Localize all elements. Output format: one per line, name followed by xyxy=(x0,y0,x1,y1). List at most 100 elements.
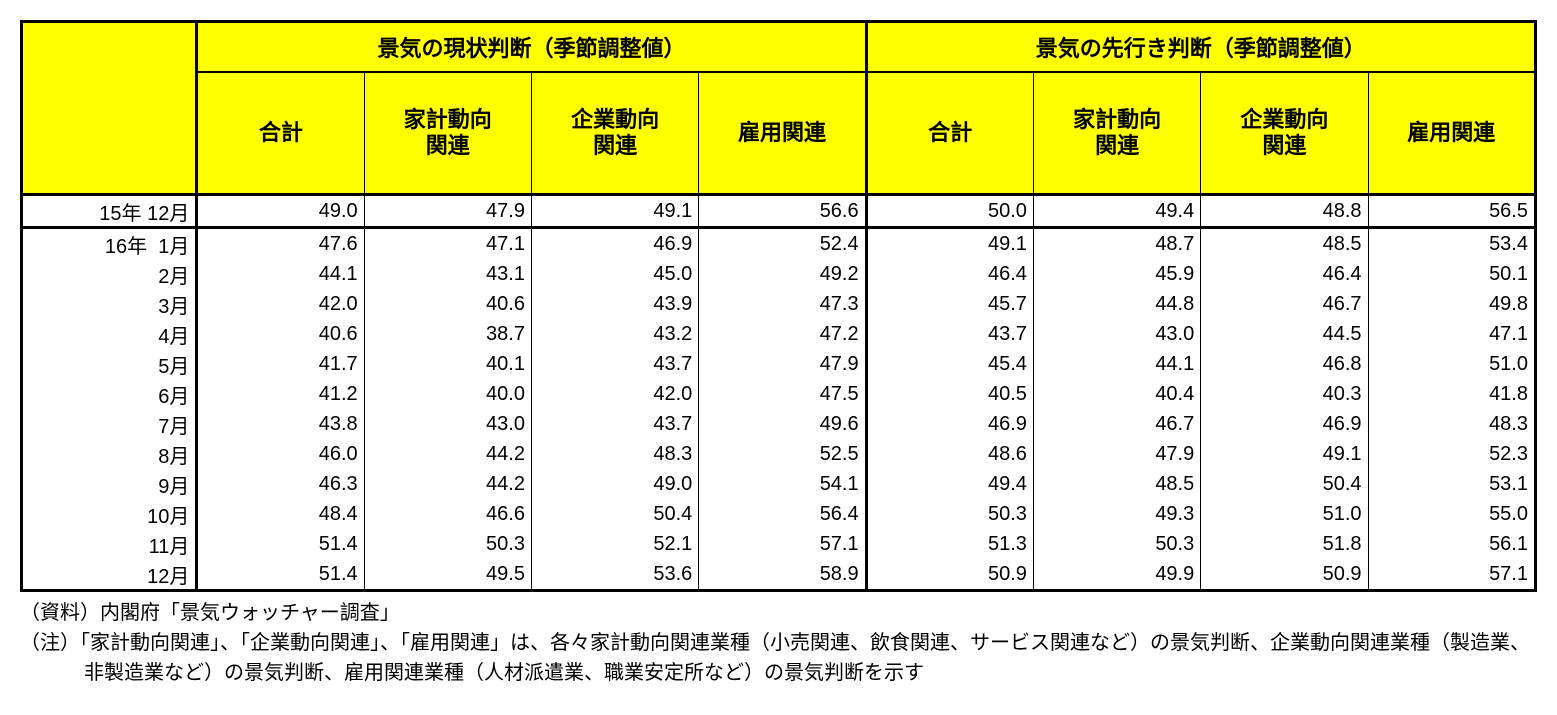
data-cell: 51.8 xyxy=(1201,529,1368,559)
period-cell: 10月 xyxy=(22,499,197,529)
data-cell: 44.2 xyxy=(364,469,531,499)
data-cell: 45.7 xyxy=(866,289,1033,319)
header-group-current: 景気の現状判断（季節調整値） xyxy=(197,22,866,73)
data-cell: 40.5 xyxy=(866,379,1033,409)
table-row: 7月43.843.043.749.646.946.746.948.3 xyxy=(22,409,1536,439)
data-cell: 41.7 xyxy=(197,349,364,379)
table-row: 8月46.044.248.352.548.647.949.152.3 xyxy=(22,439,1536,469)
data-cell: 44.1 xyxy=(197,259,364,289)
header-current-total: 合計 xyxy=(197,72,364,195)
data-cell: 44.5 xyxy=(1201,319,1368,349)
data-cell: 51.4 xyxy=(197,529,364,559)
data-cell: 52.5 xyxy=(699,439,866,469)
data-cell: 50.3 xyxy=(364,529,531,559)
period-cell: 7月 xyxy=(22,409,197,439)
data-cell: 48.4 xyxy=(197,499,364,529)
data-cell: 43.0 xyxy=(1033,319,1200,349)
data-cell: 48.7 xyxy=(1033,228,1200,260)
period-cell: 11月 xyxy=(22,529,197,559)
data-cell: 48.5 xyxy=(1033,469,1200,499)
data-cell: 40.4 xyxy=(1033,379,1200,409)
data-cell: 41.8 xyxy=(1368,379,1535,409)
data-cell: 47.3 xyxy=(699,289,866,319)
data-cell: 51.4 xyxy=(197,559,364,591)
table-row: 16年 1月47.647.146.952.449.148.748.553.4 xyxy=(22,228,1536,260)
data-cell: 56.1 xyxy=(1368,529,1535,559)
data-cell: 46.0 xyxy=(197,439,364,469)
data-cell: 47.1 xyxy=(364,228,531,260)
data-cell: 49.9 xyxy=(1033,559,1200,591)
data-cell: 47.9 xyxy=(699,349,866,379)
data-cell: 47.6 xyxy=(197,228,364,260)
data-cell: 50.3 xyxy=(1033,529,1200,559)
data-cell: 45.0 xyxy=(531,259,698,289)
period-cell: 2月 xyxy=(22,259,197,289)
data-cell: 49.3 xyxy=(1033,499,1200,529)
period-cell: 6月 xyxy=(22,379,197,409)
data-cell: 53.6 xyxy=(531,559,698,591)
header-current-corporate: 企業動向関連 xyxy=(531,72,698,195)
data-cell: 49.6 xyxy=(699,409,866,439)
data-cell: 46.3 xyxy=(197,469,364,499)
footnote-note: （注）「家計動向関連」、「企業動向関連」、「雇用関連」は、各々家計動向関連業種（… xyxy=(20,628,1537,688)
data-cell: 41.2 xyxy=(197,379,364,409)
table-row: 6月41.240.042.047.540.540.440.341.8 xyxy=(22,379,1536,409)
data-cell: 40.6 xyxy=(197,319,364,349)
data-cell: 54.1 xyxy=(699,469,866,499)
data-cell: 43.7 xyxy=(531,409,698,439)
data-cell: 40.0 xyxy=(364,379,531,409)
header-outlook-household: 家計動向関連 xyxy=(1033,72,1200,195)
header-outlook-corporate: 企業動向関連 xyxy=(1201,72,1368,195)
data-cell: 51.0 xyxy=(1201,499,1368,529)
data-cell: 43.0 xyxy=(364,409,531,439)
data-cell: 58.9 xyxy=(699,559,866,591)
economy-watchers-table: 景気の現状判断（季節調整値） 景気の先行き判断（季節調整値） 合計 家計動向関連… xyxy=(20,20,1537,592)
period-cell: 4月 xyxy=(22,319,197,349)
data-cell: 47.5 xyxy=(699,379,866,409)
data-cell: 50.9 xyxy=(866,559,1033,591)
data-cell: 50.9 xyxy=(1201,559,1368,591)
data-cell: 50.3 xyxy=(866,499,1033,529)
header-outlook-employment: 雇用関連 xyxy=(1368,72,1535,195)
data-cell: 49.5 xyxy=(364,559,531,591)
data-cell: 49.4 xyxy=(866,469,1033,499)
period-cell: 8月 xyxy=(22,439,197,469)
data-cell: 46.7 xyxy=(1033,409,1200,439)
data-cell: 40.3 xyxy=(1201,379,1368,409)
data-cell: 48.6 xyxy=(866,439,1033,469)
table-row: 9月46.344.249.054.149.448.550.453.1 xyxy=(22,469,1536,499)
data-cell: 56.6 xyxy=(699,195,866,228)
data-cell: 48.8 xyxy=(1201,195,1368,228)
data-cell: 57.1 xyxy=(699,529,866,559)
period-cell: 5月 xyxy=(22,349,197,379)
data-cell: 44.8 xyxy=(1033,289,1200,319)
data-cell: 43.8 xyxy=(197,409,364,439)
data-cell: 49.1 xyxy=(1201,439,1368,469)
data-cell: 51.0 xyxy=(1368,349,1535,379)
header-outlook-total: 合計 xyxy=(866,72,1033,195)
data-cell: 52.3 xyxy=(1368,439,1535,469)
data-cell: 52.4 xyxy=(699,228,866,260)
data-cell: 50.4 xyxy=(1201,469,1368,499)
data-cell: 51.3 xyxy=(866,529,1033,559)
table-row: 3月42.040.643.947.345.744.846.749.8 xyxy=(22,289,1536,319)
data-cell: 56.4 xyxy=(699,499,866,529)
table-row: 5月41.740.143.747.945.444.146.851.0 xyxy=(22,349,1536,379)
footnote-source: （資料）内閣府「景気ウォッチャー調査」 xyxy=(20,598,1537,628)
data-cell: 57.1 xyxy=(1368,559,1535,591)
data-cell: 55.0 xyxy=(1368,499,1535,529)
period-cell: 12月 xyxy=(22,559,197,591)
data-cell: 43.9 xyxy=(531,289,698,319)
data-cell: 43.7 xyxy=(866,319,1033,349)
data-cell: 50.1 xyxy=(1368,259,1535,289)
data-cell: 40.6 xyxy=(364,289,531,319)
data-cell: 38.7 xyxy=(364,319,531,349)
data-cell: 47.9 xyxy=(364,195,531,228)
data-cell: 48.3 xyxy=(1368,409,1535,439)
data-cell: 53.1 xyxy=(1368,469,1535,499)
table-body: 15年 12月49.047.949.156.650.049.448.856.51… xyxy=(22,195,1536,591)
data-cell: 46.6 xyxy=(364,499,531,529)
period-cell: 9月 xyxy=(22,469,197,499)
data-cell: 47.2 xyxy=(699,319,866,349)
data-cell: 46.9 xyxy=(866,409,1033,439)
